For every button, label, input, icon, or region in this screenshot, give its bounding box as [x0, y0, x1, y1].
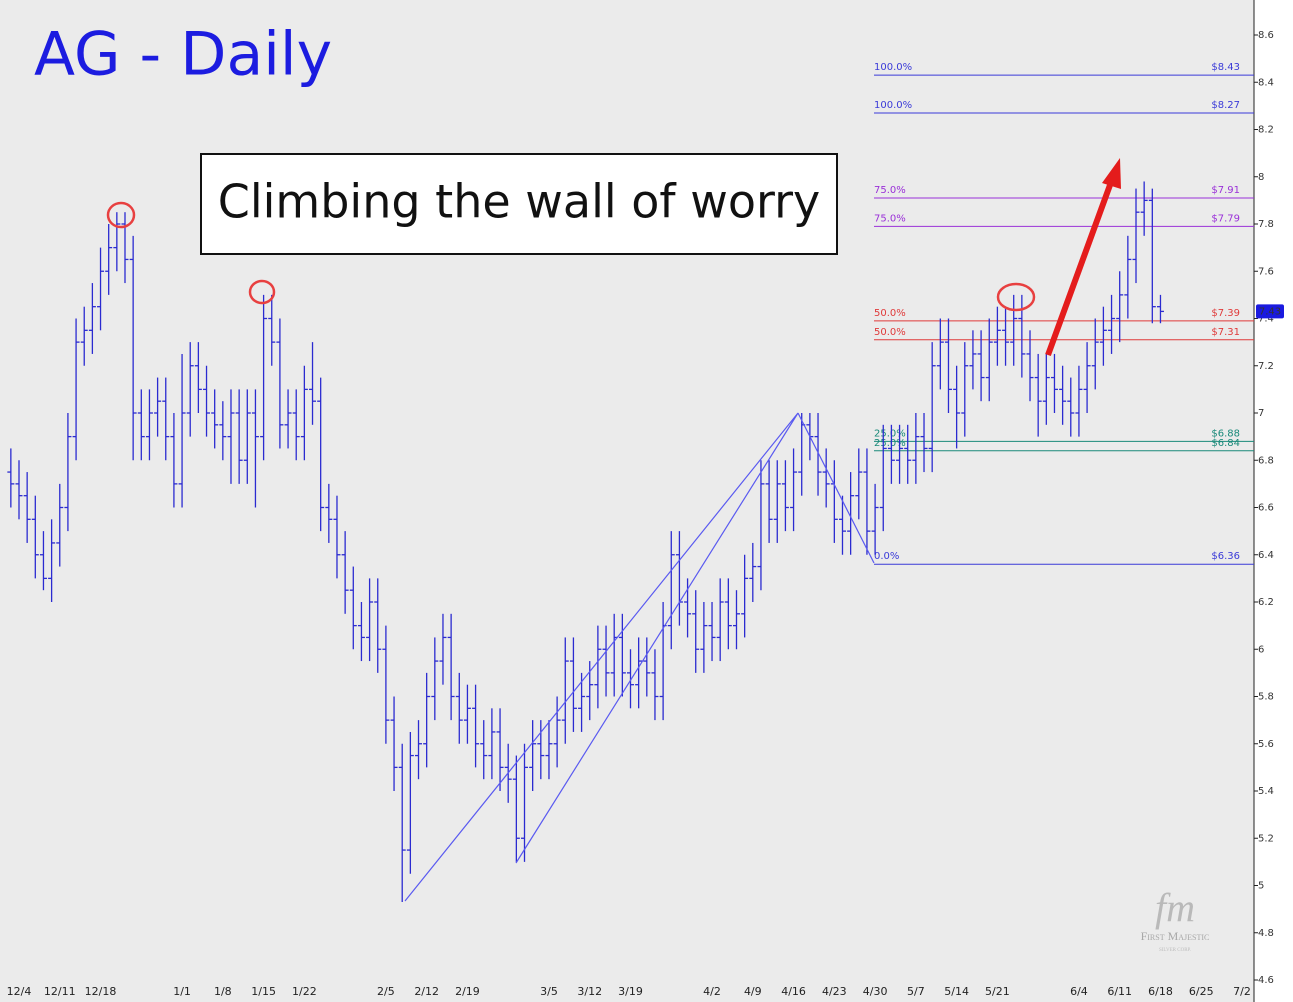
y-tick-label: 7.6: [1258, 266, 1274, 277]
x-tick-label: 4/23: [822, 985, 847, 998]
y-tick-label: 4.8: [1258, 928, 1274, 939]
plot-area: 4.64.855.25.45.65.866.26.46.66.877.27.47…: [7, 30, 1284, 998]
y-tick-label: 7.2: [1258, 361, 1274, 372]
y-tick-label: 6.4: [1258, 550, 1274, 561]
y-tick-label: 5.4: [1258, 786, 1274, 797]
x-tick-label: 6/4: [1070, 985, 1088, 998]
annotation-box: [200, 153, 838, 255]
logo-name: First Majestic: [1141, 929, 1210, 943]
x-tick-label: 5/21: [985, 985, 1010, 998]
highlight-circle: [248, 279, 276, 305]
x-tick-label: 4/9: [744, 985, 762, 998]
x-tick-label: 7/2: [1233, 985, 1251, 998]
fib-price: $7.91: [1211, 185, 1240, 196]
x-tick-label: 12/11: [44, 985, 76, 998]
x-tick-label: 6/18: [1148, 985, 1173, 998]
y-tick-label: 7: [1258, 408, 1264, 419]
y-tick-label: 6.6: [1258, 503, 1274, 514]
chart-title: AG - Daily: [34, 20, 332, 90]
logo-mark: fm: [1155, 885, 1195, 930]
fib-price: $6.88: [1211, 428, 1240, 439]
fib-price: $7.79: [1211, 213, 1240, 224]
fib-price: $8.43: [1211, 62, 1240, 73]
x-tick-label: 1/8: [214, 985, 232, 998]
x-tick-label: 2/5: [377, 985, 395, 998]
y-tick-label: 6.8: [1258, 455, 1274, 466]
fib-percent: 25.0%: [874, 438, 906, 449]
y-tick-label: 4.6: [1258, 975, 1274, 986]
x-tick-label: 1/22: [292, 985, 317, 998]
y-tick-label: 5: [1258, 881, 1264, 892]
highlight-circle: [106, 201, 136, 229]
arrow-shaft: [1045, 183, 1113, 357]
x-tick-label: 5/7: [907, 985, 925, 998]
x-tick-label: 3/5: [540, 985, 558, 998]
annotation-text: Climbing the wall of worry: [218, 175, 821, 229]
price-axis-panel: [1254, 0, 1293, 1002]
x-tick-label: 3/12: [577, 985, 602, 998]
y-tick-label: 8: [1258, 172, 1264, 183]
fib-percent: 50.0%: [874, 327, 906, 338]
y-tick-label: 6: [1258, 644, 1264, 655]
last-price-badge: [1256, 304, 1284, 319]
trend-line: [797, 412, 875, 564]
y-tick-label: 5.2: [1258, 833, 1274, 844]
x-tick-label: 12/18: [85, 985, 117, 998]
x-tick-label: 2/19: [455, 985, 480, 998]
fib-price: $6.36: [1211, 551, 1240, 562]
highlight-circle: [996, 282, 1036, 312]
last-price-label: 7.43: [1259, 306, 1281, 317]
fib-percent: 50.0%: [874, 308, 906, 319]
fib-price: $7.31: [1211, 327, 1240, 338]
logo-tagline: SILVER CORP.: [1159, 948, 1191, 953]
fib-percent: 100.0%: [874, 100, 912, 111]
fib-percent: 75.0%: [874, 213, 906, 224]
y-tick-label: 8.6: [1258, 30, 1274, 41]
x-tick-label: 1/1: [173, 985, 191, 998]
x-tick-label: 6/25: [1189, 985, 1214, 998]
x-tick-label: 4/2: [703, 985, 721, 998]
y-tick-label: 7.4: [1258, 314, 1274, 325]
y-tick-label: 5.6: [1258, 739, 1274, 750]
x-tick-label: 6/11: [1107, 985, 1132, 998]
fib-percent: 75.0%: [874, 185, 906, 196]
fib-price: $6.84: [1211, 438, 1240, 449]
fib-price: $7.39: [1211, 308, 1240, 319]
x-tick-label: 12/4: [7, 985, 32, 998]
x-tick-label: 3/19: [618, 985, 643, 998]
x-tick-label: 1/15: [251, 985, 276, 998]
arrow-head: [1102, 158, 1121, 189]
x-tick-label: 4/30: [863, 985, 888, 998]
y-tick-label: 7.8: [1258, 219, 1274, 230]
y-tick-label: 6.2: [1258, 597, 1274, 608]
y-tick-label: 8.2: [1258, 125, 1274, 136]
x-tick-label: 4/16: [781, 985, 806, 998]
x-tick-label: 5/14: [944, 985, 969, 998]
y-tick-label: 5.8: [1258, 692, 1274, 703]
fib-price: $8.27: [1211, 100, 1240, 111]
y-tick-label: 8.4: [1258, 77, 1274, 88]
x-tick-label: 2/12: [414, 985, 439, 998]
fib-percent: 0.0%: [874, 551, 899, 562]
fib-percent: 25.0%: [874, 428, 906, 439]
fib-percent: 100.0%: [874, 62, 912, 73]
